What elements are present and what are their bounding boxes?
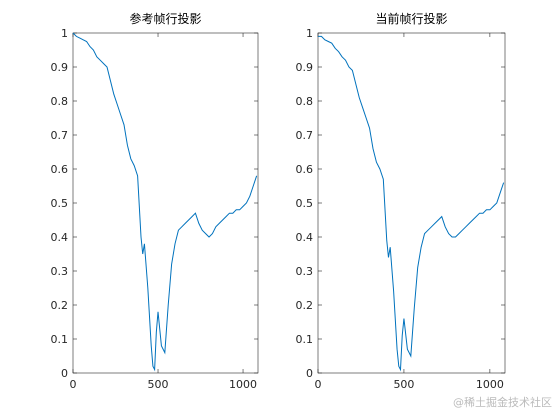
- y-tick-label: 0.9: [296, 61, 314, 74]
- data-line: [318, 35, 505, 372]
- axes-box: [317, 32, 506, 374]
- y-tick-label: 0.6: [51, 163, 69, 176]
- watermark: @稀土掘金技术社区: [453, 395, 552, 409]
- y-tick-label: 0.2: [296, 299, 314, 312]
- y-tick-label: 0.5: [51, 197, 69, 210]
- y-tick-label: 1: [61, 27, 68, 40]
- chart-title: 当前帧行投影: [375, 11, 447, 26]
- y-tick-label: 0: [61, 367, 68, 380]
- y-tick-label: 0.2: [51, 299, 69, 312]
- y-tick-label: 0.5: [296, 197, 314, 210]
- y-tick-label: 0.3: [51, 265, 69, 278]
- x-tick-label: 500: [393, 378, 414, 391]
- y-tick-label: 0.4: [51, 231, 69, 244]
- x-tick-label: 0: [315, 378, 322, 391]
- y-tick-label: 0.7: [51, 129, 69, 142]
- x-tick-label: 1000: [476, 378, 504, 391]
- y-tick-label: 0.4: [296, 231, 314, 244]
- x-tick-label: 1000: [229, 378, 257, 391]
- y-tick-label: 0.1: [296, 333, 314, 346]
- x-tick-label: 0: [70, 378, 77, 391]
- y-tick-label: 0.3: [296, 265, 314, 278]
- y-tick-label: 0.9: [51, 61, 69, 74]
- x-tick-label: 500: [148, 378, 169, 391]
- axes-box: [72, 32, 259, 374]
- y-tick-label: 0: [306, 367, 313, 380]
- y-tick-label: 0.6: [296, 163, 314, 176]
- chart-title: 参考帧行投影: [129, 11, 201, 26]
- y-tick-label: 0.8: [296, 95, 314, 108]
- y-tick-label: 0.8: [51, 95, 69, 108]
- data-line: [72, 32, 258, 372]
- y-tick-label: 1: [306, 27, 313, 40]
- y-tick-label: 0.7: [296, 129, 314, 142]
- y-tick-label: 0.1: [51, 333, 69, 346]
